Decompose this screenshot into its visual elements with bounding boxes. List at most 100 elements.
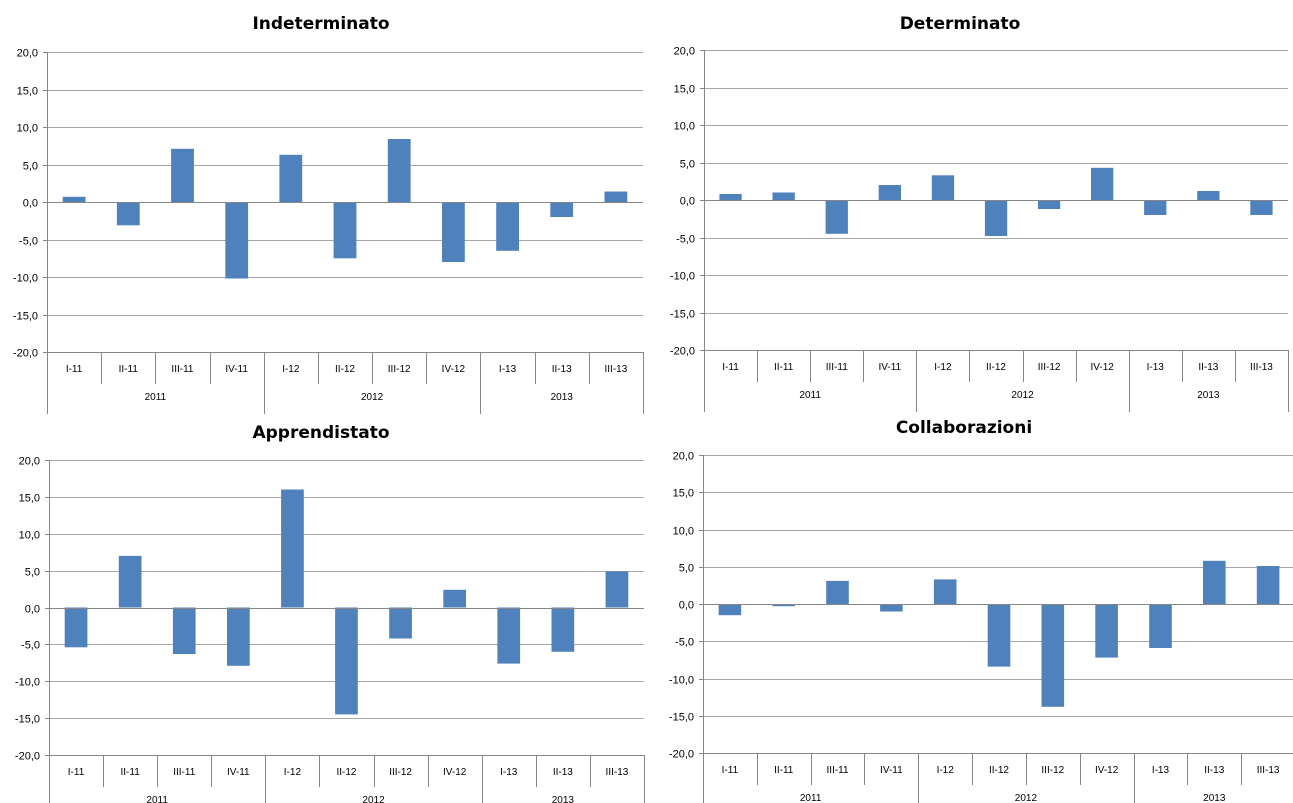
y-tick-label: 10,0 <box>19 530 40 542</box>
chart-title: Indeterminato <box>252 14 389 34</box>
x-tick-label: I-13 <box>500 767 518 778</box>
y-tick-label: -10,0 <box>15 677 40 689</box>
bar <box>987 604 1011 667</box>
y-tick-label: 10,0 <box>674 121 695 133</box>
x-tick-label: IV-11 <box>879 362 902 373</box>
y-tick-label: 5,0 <box>679 563 694 575</box>
y-tick-label: 15,0 <box>674 84 695 96</box>
bar <box>1041 604 1065 707</box>
bar <box>719 194 742 200</box>
x-tick-label: II-13 <box>553 767 573 778</box>
bar <box>389 607 412 639</box>
y-tick-label: -15,0 <box>669 712 694 724</box>
group-label: 2012 <box>362 795 385 803</box>
bar <box>335 607 358 715</box>
y-tick-label: -15,0 <box>13 311 38 323</box>
y-tick-label: -20,0 <box>670 346 695 358</box>
y-tick-label: -10,0 <box>670 271 695 283</box>
chart-collaborazioni: Collaborazioni 20,0 15,0 10,0 5,0 0,0 -5,0 -10,… <box>646 405 1293 803</box>
bar <box>172 607 196 654</box>
bar <box>1250 200 1273 215</box>
bar <box>171 148 194 203</box>
x-tick-label: I-12 <box>934 362 952 373</box>
x-tick-label: III-12 <box>1041 765 1064 776</box>
bar <box>497 607 521 664</box>
bar <box>880 604 903 612</box>
x-tick-label: II-12 <box>335 364 355 375</box>
x-tick-label: I-11 <box>66 364 83 375</box>
chart-svg: Collaborazioni 20,0 15,0 10,0 5,0 0,0 -5,0 -10,… <box>669 418 1293 803</box>
bar <box>116 202 140 226</box>
bar <box>62 196 86 203</box>
x-tick-label: I-11 <box>722 765 739 776</box>
bar <box>826 580 849 604</box>
chart-title: Determinato <box>900 14 1021 34</box>
group-label: 2013 <box>552 795 575 803</box>
group-label: 2012 <box>1015 793 1038 803</box>
x-tick-label: II-13 <box>1198 362 1218 373</box>
y-tick-label: 20,0 <box>17 48 38 60</box>
group-label: 2011 <box>146 795 168 803</box>
x-tick-label: I-13 <box>1147 362 1165 373</box>
chart-svg: Determinato 20,0 15,0 10,0 5,0 0,0 -5,0 -10,0 -1… <box>670 14 1289 412</box>
x-tick-label: III-12 <box>1038 362 1061 373</box>
y-tick-label: -20,0 <box>669 749 694 761</box>
x-tick-label: III-13 <box>606 767 629 778</box>
bar <box>281 489 304 608</box>
group-label: 2013 <box>1197 390 1220 401</box>
chart-indeterminato: Indeterminato 20,0 15,0 10,0 5,0 0,0 -5,0 -10,0… <box>0 0 646 414</box>
x-tick-label: III-13 <box>605 364 628 375</box>
x-tick-label: IV-11 <box>225 364 248 375</box>
x-tick-label: II-12 <box>336 767 356 778</box>
x-tick-label: II-11 <box>774 362 794 373</box>
bar <box>984 200 1008 236</box>
y-tick-label: -10,0 <box>13 273 38 285</box>
x-tick-label: II-11 <box>119 364 139 375</box>
chart-title: Collaborazioni <box>896 418 1032 438</box>
x-tick-label: II-13 <box>552 364 572 375</box>
group-label: 2013 <box>551 392 574 403</box>
bar <box>772 604 795 607</box>
y-tick-label: 20,0 <box>19 456 40 468</box>
y-tick-label: -5,0 <box>19 236 38 248</box>
bar <box>279 154 303 203</box>
y-tick-label: -5,0 <box>675 637 694 649</box>
x-tick-label: II-11 <box>120 767 140 778</box>
group-label: 2012 <box>1011 390 1034 401</box>
x-tick-label: III-11 <box>827 765 849 776</box>
chart-determinato: Determinato 20,0 15,0 10,0 5,0 0,0 -5,0 -10,0 -1… <box>646 0 1293 412</box>
chart-title: Apprendistato <box>252 423 389 443</box>
bar <box>931 175 955 201</box>
chart-svg: Apprendistato 20,0 15,0 10,0 5,0 0,0 -5,0 -10,0… <box>15 423 645 803</box>
bar <box>718 604 742 616</box>
x-tick-label: III-12 <box>389 767 412 778</box>
x-tick-label: IV-12 <box>442 364 466 375</box>
y-tick-label: -15,0 <box>670 309 695 321</box>
x-tick-label: I-13 <box>1152 765 1170 776</box>
bar <box>442 202 465 262</box>
x-tick-label: III-12 <box>388 364 411 375</box>
y-tick-label: 0,0 <box>679 600 694 612</box>
x-tick-label: I-11 <box>722 362 739 373</box>
x-tick-label: I-11 <box>68 767 85 778</box>
bar <box>551 607 575 652</box>
x-tick-label: II-12 <box>989 765 1009 776</box>
x-tick-label: IV-12 <box>443 767 467 778</box>
y-tick-label: 10,0 <box>17 123 38 135</box>
x-tick-label: IV-12 <box>1095 765 1119 776</box>
bar <box>496 202 519 251</box>
x-tick-label: II-11 <box>774 765 794 776</box>
y-tick-label: 0,0 <box>23 198 38 210</box>
x-tick-label: III-11 <box>171 364 193 375</box>
bar <box>1197 191 1220 200</box>
y-tick-label: 5,0 <box>25 567 40 579</box>
x-tick-label: IV-12 <box>1091 362 1115 373</box>
bar <box>1091 167 1114 201</box>
y-tick-label: 5,0 <box>680 159 695 171</box>
x-tick-label: III-13 <box>1257 765 1280 776</box>
bar <box>878 185 901 200</box>
bar <box>1256 566 1280 604</box>
bar <box>772 192 795 200</box>
x-tick-label: III-13 <box>1250 362 1273 373</box>
y-tick-label: -20,0 <box>13 348 38 360</box>
